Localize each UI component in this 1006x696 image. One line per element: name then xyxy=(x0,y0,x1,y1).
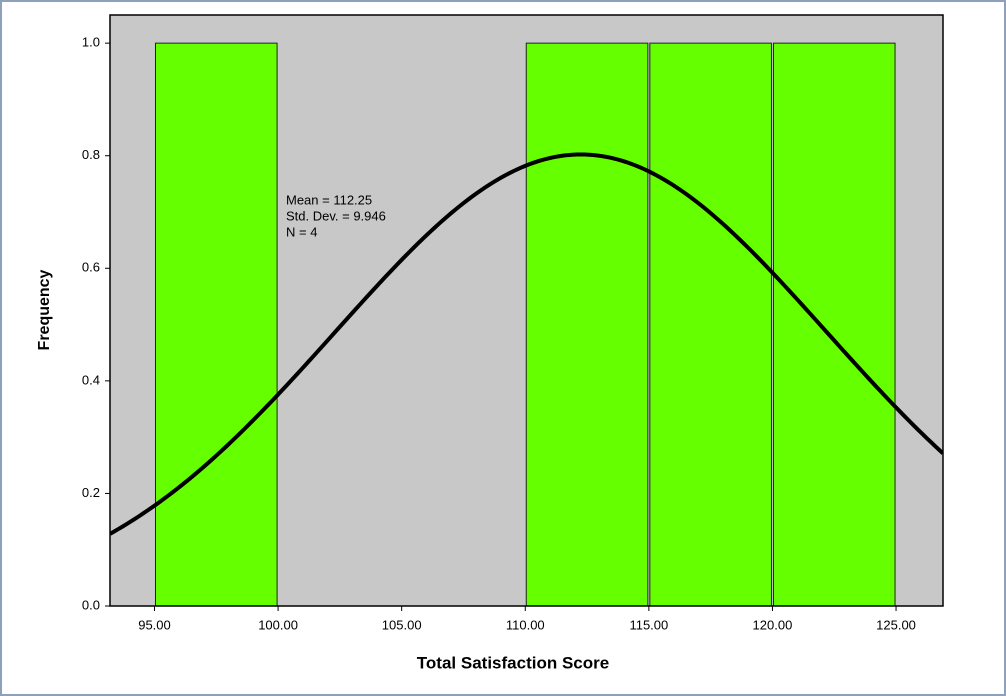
x-tick-label: 120.00 xyxy=(753,617,793,632)
x-tick-label: 105.00 xyxy=(382,617,422,632)
x-tick-label: 125.00 xyxy=(876,617,916,632)
y-tick-label: 1.0 xyxy=(82,35,100,50)
x-tick-label: 95.00 xyxy=(138,617,171,632)
y-axis-title: Frequency xyxy=(36,269,53,350)
stats-annotation: Std. Dev. = 9.946 xyxy=(286,208,386,223)
normal-curve xyxy=(110,152,943,536)
stats-annotation: N = 4 xyxy=(286,224,317,239)
bar xyxy=(154,42,278,607)
y-tick-label: 0.6 xyxy=(82,260,100,275)
x-tick-label: 115.00 xyxy=(629,617,668,632)
x-axis-title: Total Satisfaction Score xyxy=(417,653,609,672)
plot-border xyxy=(109,14,944,607)
y-tick-label: 0.2 xyxy=(82,485,100,500)
x-tick-label: 100.00 xyxy=(258,617,298,632)
y-tick-label: 0.4 xyxy=(82,372,100,387)
bar xyxy=(649,42,772,607)
bar xyxy=(525,42,649,607)
x-tick-label: 110.00 xyxy=(506,617,545,632)
y-tick-label: 0.8 xyxy=(82,147,100,162)
y-tick-label: 0.0 xyxy=(82,597,100,612)
stats-annotation: Mean = 112.25 xyxy=(286,192,372,207)
bar xyxy=(772,42,896,607)
